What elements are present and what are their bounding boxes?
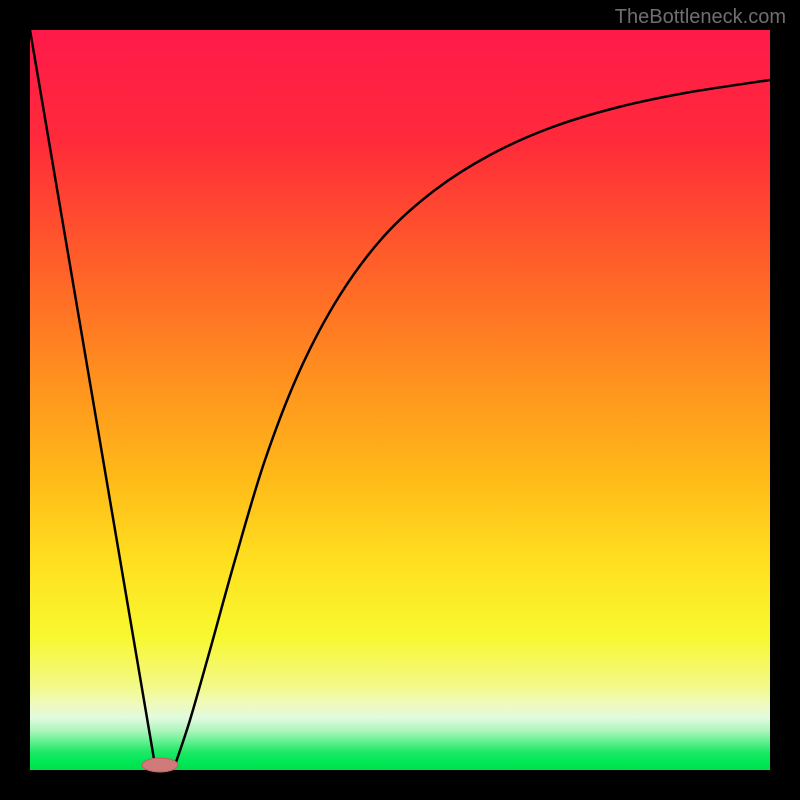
chart-container: TheBottleneck.com (0, 0, 800, 800)
attribution-text: TheBottleneck.com (615, 6, 786, 29)
chart-background (30, 30, 770, 770)
optimal-marker (142, 758, 178, 772)
bottleneck-chart (0, 0, 800, 800)
